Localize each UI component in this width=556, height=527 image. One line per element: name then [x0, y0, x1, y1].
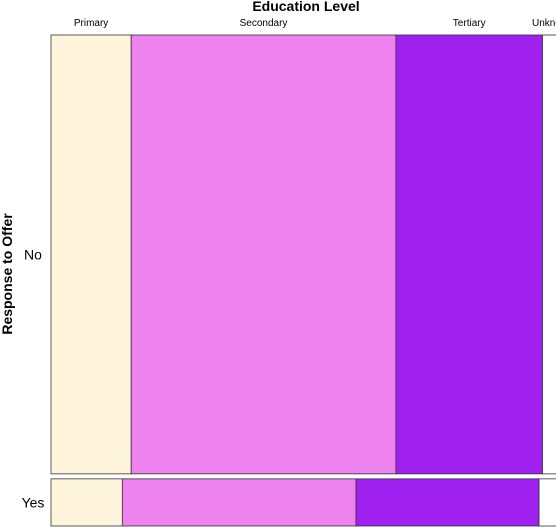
column-tick-labels: Primary Secondary Tertiary Unknown: [74, 18, 556, 29]
column-label-unknown: Unknown: [532, 18, 556, 29]
tile-yes-secondary: [121, 478, 357, 527]
tile-yes-primary: [50, 478, 123, 527]
y-axis-title: Response to Offer: [0, 213, 15, 335]
x-axis-title: Education Level: [252, 0, 359, 14]
tile-yes-tertiary: [355, 478, 540, 527]
row-label-no: No: [24, 246, 42, 262]
column-label-secondary: Secondary: [240, 18, 288, 29]
tile-yes-unknown: [538, 478, 556, 527]
column-label-primary: Primary: [74, 18, 108, 29]
mosaic-tiles: [50, 34, 556, 527]
row-label-yes: Yes: [22, 494, 45, 510]
tile-no-tertiary: [395, 34, 543, 475]
row-tick-labels: No Yes: [22, 246, 45, 510]
tile-no-secondary: [130, 34, 397, 475]
tile-no-unknown: [542, 34, 556, 475]
tile-no-primary: [50, 34, 132, 475]
column-label-tertiary: Tertiary: [453, 18, 486, 29]
